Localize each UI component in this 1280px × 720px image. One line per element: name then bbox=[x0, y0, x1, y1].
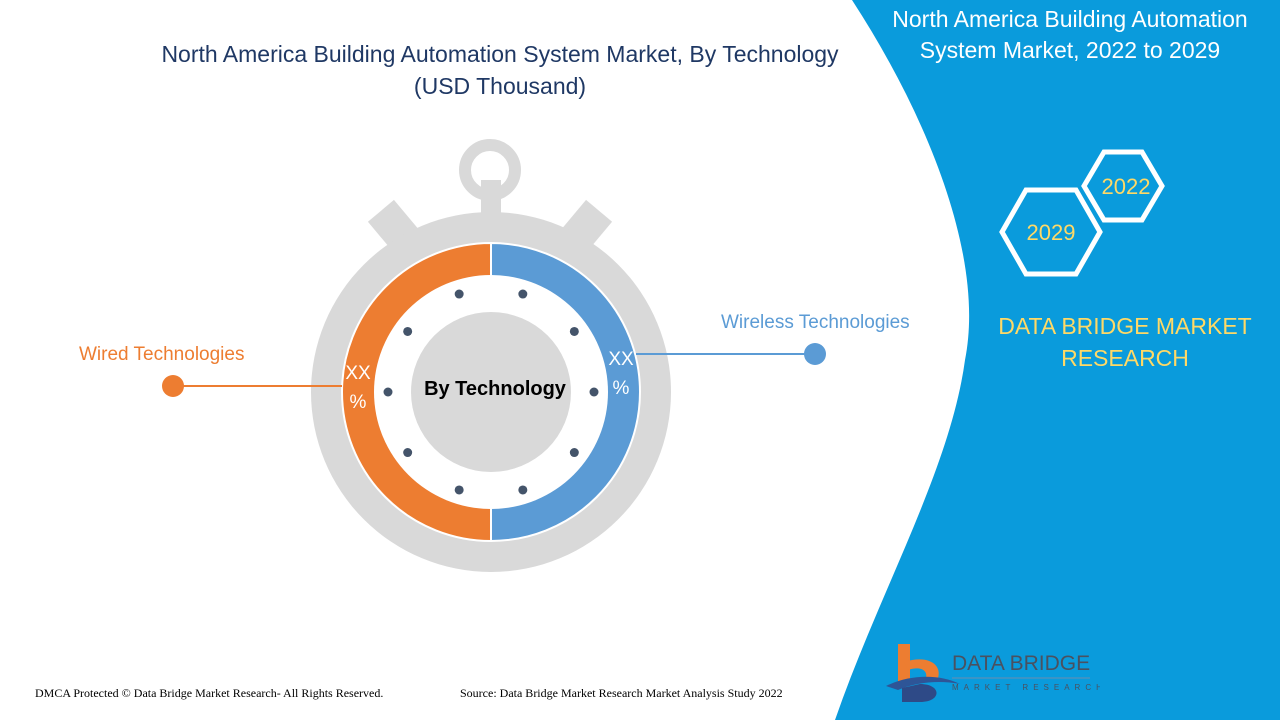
wired-data-label: XX% bbox=[345, 363, 371, 413]
wireless-technologies-label: Wireless Technologies bbox=[721, 312, 910, 333]
year-hexagons: 2022 2029 bbox=[999, 149, 1165, 277]
dial-dot bbox=[569, 448, 579, 458]
side-panel-title: North America Building Automation System… bbox=[892, 6, 1248, 63]
hexagon-2022 bbox=[1081, 149, 1165, 223]
logo-subtext: MARKET RESEARCH bbox=[952, 683, 1100, 692]
dial-dot bbox=[589, 387, 599, 397]
dial-dot bbox=[569, 326, 579, 336]
dial-dot bbox=[454, 485, 464, 495]
wired-technologies-label: Wired Technologies bbox=[79, 344, 245, 365]
dial-dot bbox=[383, 387, 393, 397]
wired-marker bbox=[162, 375, 184, 397]
stopwatch-donut-chart: By Technology XX% XX% bbox=[162, 139, 826, 572]
hex-year-2029: 2029 bbox=[1027, 220, 1076, 245]
dial-dot bbox=[403, 448, 413, 458]
center-label: By Technology bbox=[424, 378, 567, 400]
dial-dot bbox=[403, 326, 413, 336]
hexagon-2029 bbox=[999, 187, 1103, 277]
data-bridge-logo: DATA BRIDGE MARKET RESEARCH bbox=[886, 644, 1100, 702]
brand-name: DATA BRIDGE MARKET RESEARCH bbox=[998, 313, 1252, 371]
chart-title: North America Building Automation System… bbox=[161, 41, 839, 99]
copyright-text: DMCA Protected © Data Bridge Market Rese… bbox=[35, 686, 384, 700]
dial-dot bbox=[454, 289, 464, 299]
wireless-data-label: XX% bbox=[608, 349, 634, 399]
logo-text: DATA BRIDGE bbox=[952, 652, 1090, 675]
source-text: Source: Data Bridge Market Research Mark… bbox=[460, 686, 783, 700]
dial-dot bbox=[518, 485, 528, 495]
dial-dot bbox=[518, 289, 528, 299]
center-circle bbox=[411, 312, 571, 472]
hex-year-2022: 2022 bbox=[1102, 174, 1151, 199]
wireless-marker bbox=[804, 343, 826, 365]
